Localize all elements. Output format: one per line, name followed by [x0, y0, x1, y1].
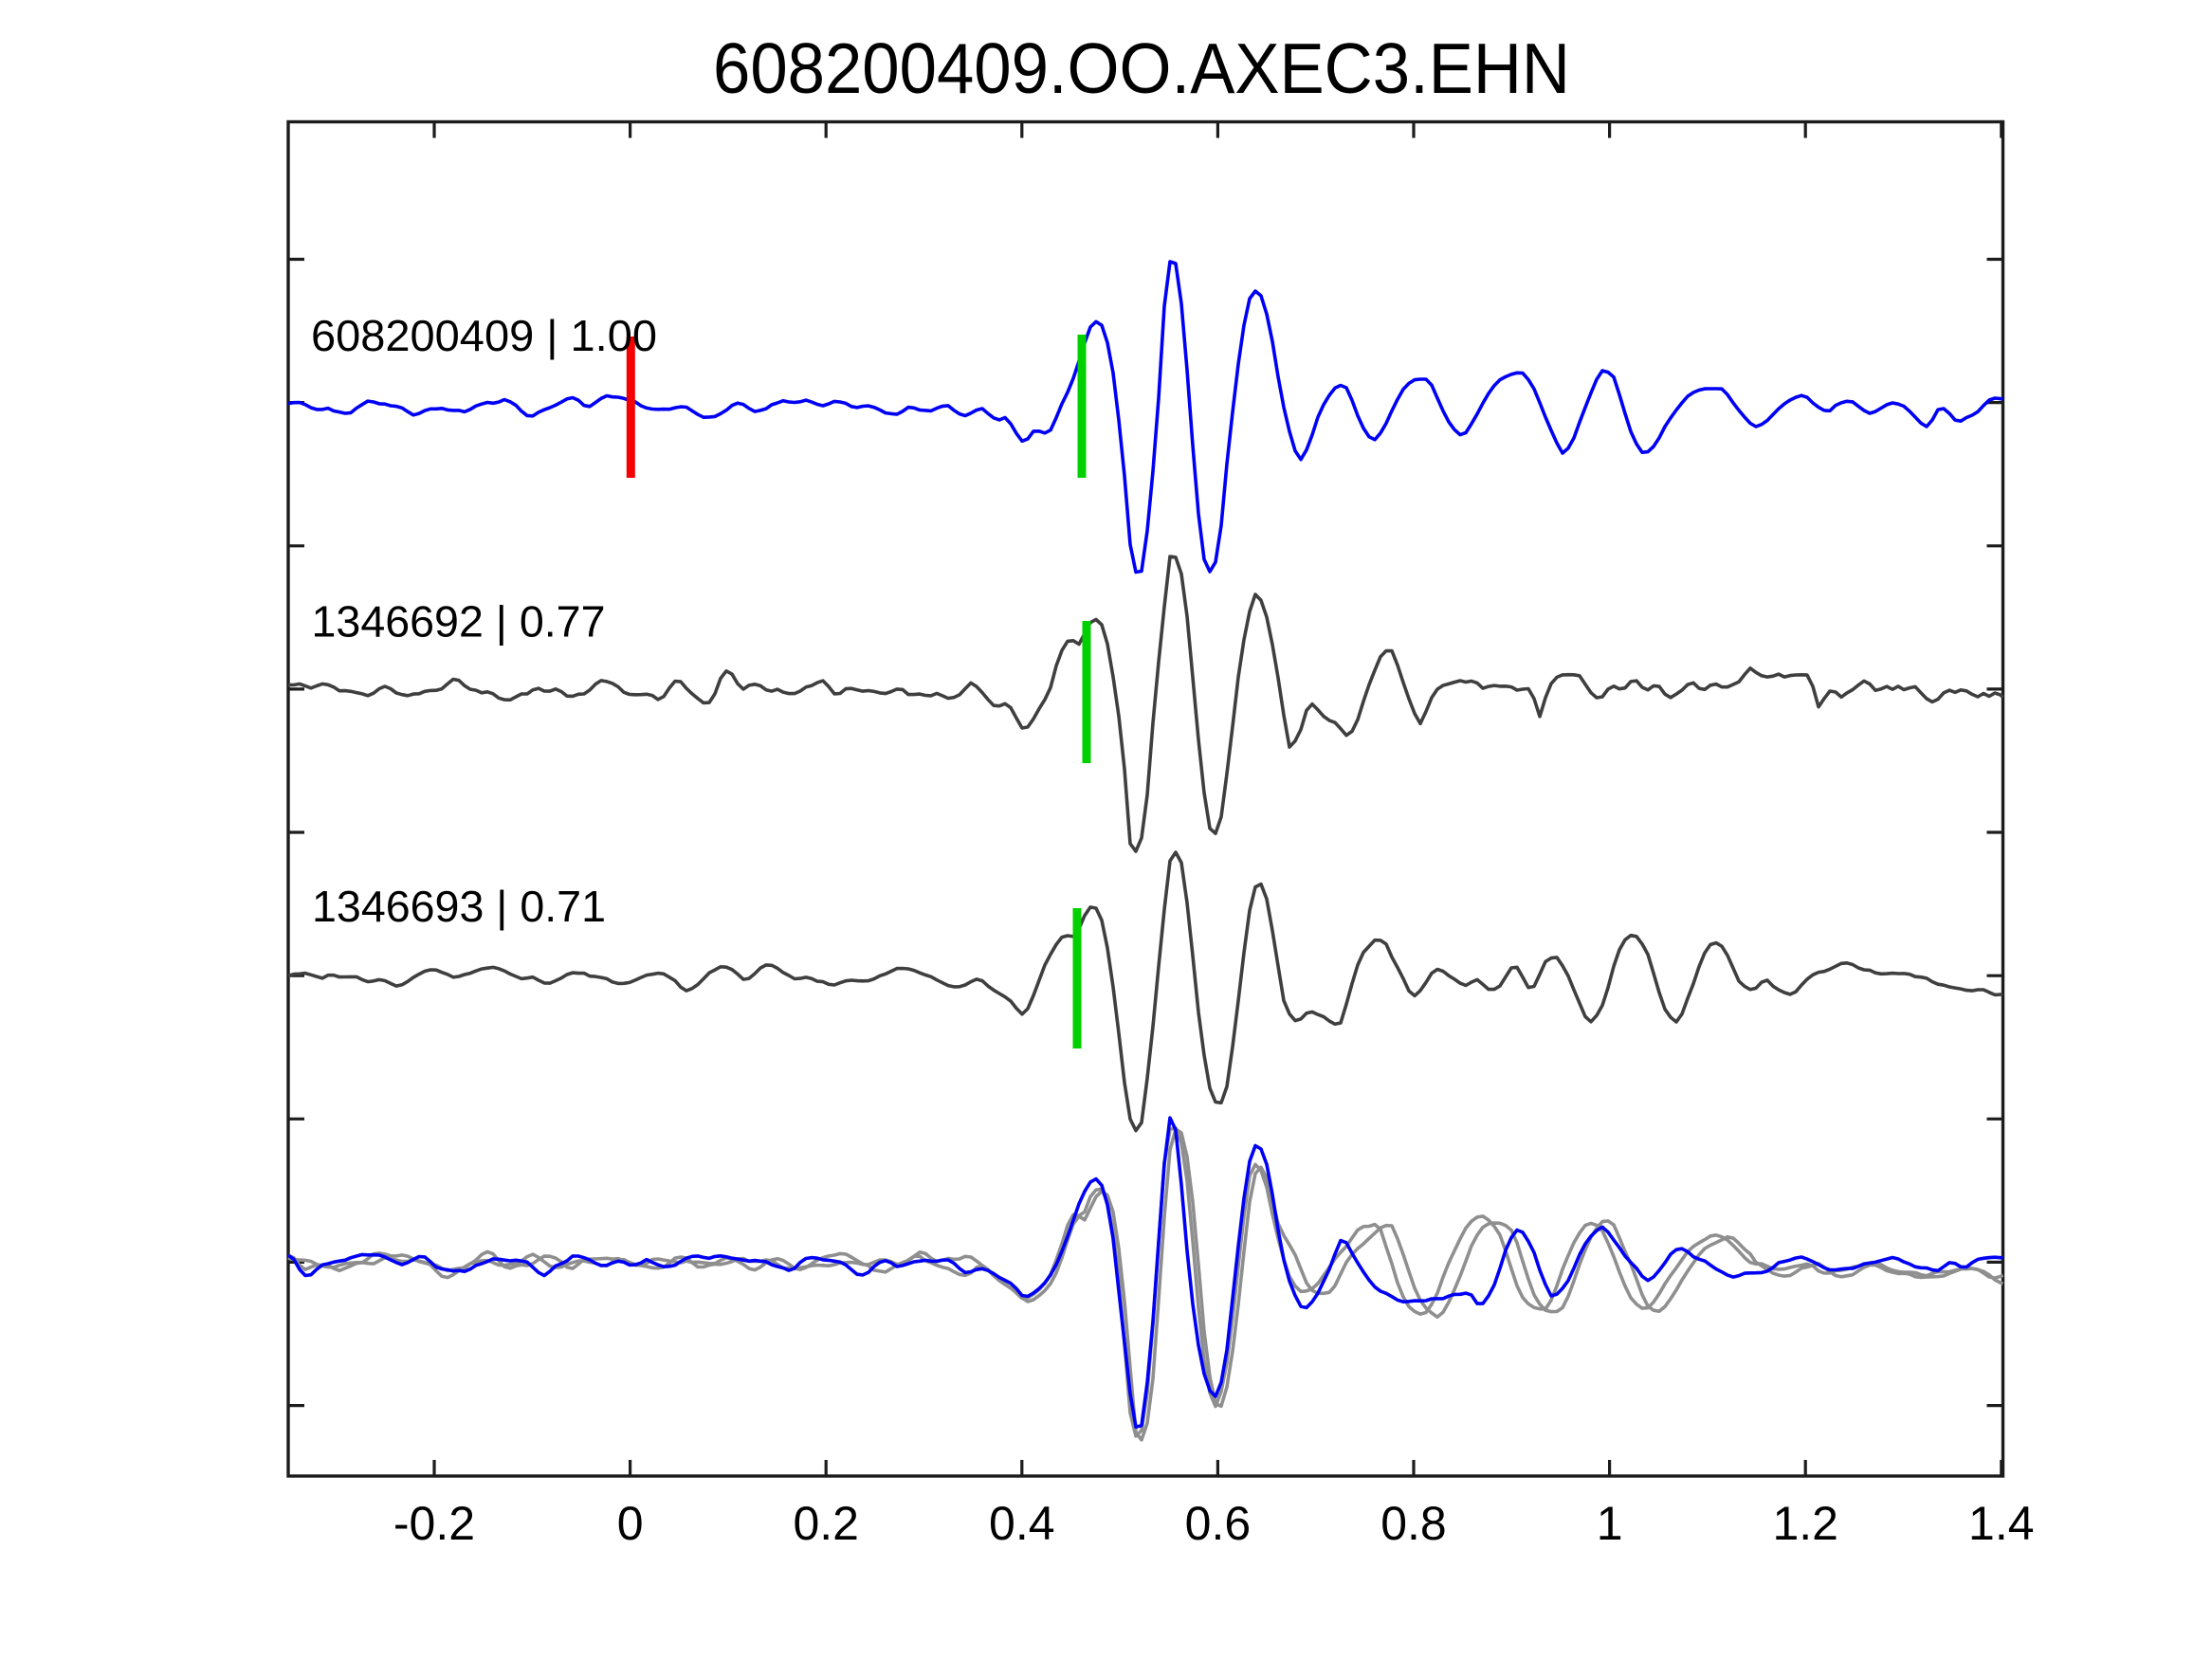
svg-text:0.2: 0.2 [793, 1497, 859, 1550]
svg-text:0: 0 [617, 1497, 644, 1550]
svg-text:608200409.OO.AXEC3.EHN: 608200409.OO.AXEC3.EHN [713, 28, 1570, 108]
svg-text:0.4: 0.4 [989, 1497, 1055, 1550]
svg-text:1: 1 [1597, 1497, 1623, 1550]
svg-text:-0.2: -0.2 [393, 1497, 475, 1550]
svg-text:0.6: 0.6 [1185, 1497, 1252, 1550]
svg-text:608200409 | 1.00: 608200409 | 1.00 [311, 311, 657, 360]
svg-text:1.2: 1.2 [1772, 1497, 1838, 1550]
svg-text:1346692 | 0.77: 1346692 | 0.77 [312, 597, 606, 647]
svg-text:0.8: 0.8 [1380, 1497, 1447, 1550]
svg-text:1.4: 1.4 [1968, 1497, 2035, 1550]
svg-text:1346693 | 0.71: 1346693 | 0.71 [312, 882, 606, 931]
